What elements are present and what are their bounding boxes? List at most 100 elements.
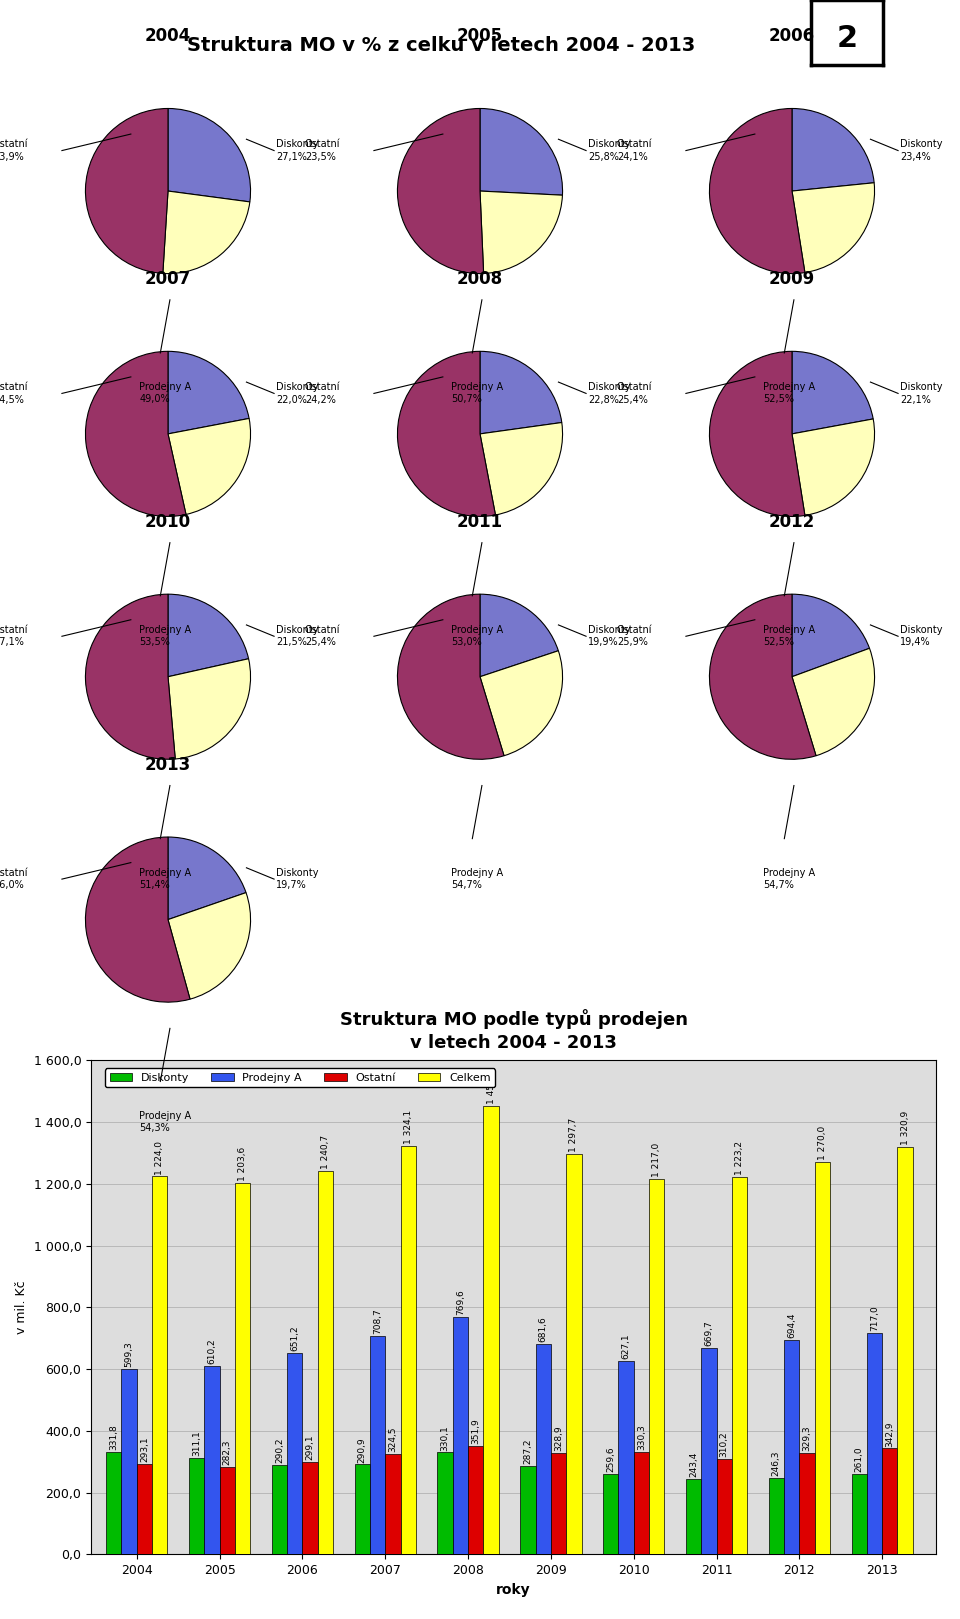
Wedge shape [480,594,559,677]
Bar [152,1177,167,1554]
Text: Prodejny A
53,0%: Prodejny A 53,0% [451,625,503,648]
Wedge shape [792,108,875,191]
Wedge shape [480,191,563,274]
Bar [618,1360,634,1554]
Bar [716,1459,732,1554]
Text: 351,9: 351,9 [471,1418,480,1444]
Text: Diskonty
22,0%: Diskonty 22,0% [276,382,319,405]
Bar [566,1154,582,1554]
Wedge shape [163,191,250,274]
Bar [898,1146,913,1554]
Text: 246,3: 246,3 [772,1451,780,1477]
Text: 669,7: 669,7 [705,1319,713,1345]
Text: 1 451,6: 1 451,6 [487,1070,495,1104]
Bar [121,1370,136,1554]
Text: 1 224,0: 1 224,0 [156,1141,164,1175]
Text: 328,9: 328,9 [554,1425,563,1451]
Text: 1 240,7: 1 240,7 [321,1135,330,1169]
Text: Prodejny A
54,7%: Prodejny A 54,7% [763,868,815,890]
Bar [287,1353,302,1554]
Text: 324,5: 324,5 [389,1426,397,1452]
Text: 287,2: 287,2 [523,1438,533,1464]
Text: 330,1: 330,1 [441,1425,449,1451]
Bar [784,1341,800,1554]
Text: 299,1: 299,1 [305,1434,315,1460]
Wedge shape [480,351,562,434]
Text: 290,9: 290,9 [358,1438,367,1462]
Bar [468,1446,484,1554]
Bar [272,1465,287,1554]
Text: 310,2: 310,2 [720,1431,729,1457]
Text: Prodejny A
50,7%: Prodejny A 50,7% [451,382,503,405]
Wedge shape [709,108,804,274]
Text: 2: 2 [836,24,858,53]
Bar [204,1366,220,1554]
Wedge shape [397,594,504,759]
Wedge shape [85,351,186,516]
Bar [649,1179,664,1554]
Bar [235,1183,251,1554]
Text: Prodejny A
51,4%: Prodejny A 51,4% [139,868,191,890]
Wedge shape [397,351,495,516]
Text: 2005: 2005 [457,28,503,45]
Wedge shape [480,651,563,756]
Bar [882,1449,898,1554]
Text: Diskonty
19,9%: Diskonty 19,9% [588,625,631,648]
Text: 282,3: 282,3 [223,1439,231,1465]
Text: 2010: 2010 [145,513,191,531]
Bar [400,1146,416,1554]
Bar [634,1452,649,1554]
Text: 329,3: 329,3 [803,1425,811,1451]
Text: Diskonty
19,7%: Diskonty 19,7% [276,868,319,890]
Text: 610,2: 610,2 [207,1339,216,1365]
Bar [438,1452,453,1554]
Text: Ostatní
23,5%: Ostatní 23,5% [305,139,340,162]
Text: 342,9: 342,9 [885,1421,895,1446]
Text: Diskonty
23,4%: Diskonty 23,4% [900,139,943,162]
Text: 1 217,0: 1 217,0 [652,1143,661,1177]
Text: Struktura MO podle typů prodejen
v letech 2004 - 2013: Struktura MO podle typů prodejen v letec… [340,1009,687,1052]
Text: Diskonty
21,5%: Diskonty 21,5% [276,625,319,648]
Wedge shape [85,837,190,1002]
Bar [370,1336,385,1554]
Bar [852,1473,867,1554]
Text: 599,3: 599,3 [125,1342,133,1368]
Text: 1 223,2: 1 223,2 [735,1141,744,1175]
Text: Diskonty
27,1%: Diskonty 27,1% [276,139,319,162]
Bar [189,1459,204,1554]
Text: 1 297,7: 1 297,7 [569,1117,578,1151]
Text: 681,6: 681,6 [539,1316,548,1342]
Wedge shape [480,108,563,196]
Text: 717,0: 717,0 [870,1305,879,1331]
Text: Diskonty
19,4%: Diskonty 19,4% [900,625,943,648]
Text: Ostatní
25,9%: Ostatní 25,9% [616,625,652,648]
Wedge shape [85,108,168,274]
Bar [136,1464,152,1554]
Legend: Diskonty, Prodejny A, Ostatní, Celkem: Diskonty, Prodejny A, Ostatní, Celkem [106,1069,495,1088]
Wedge shape [792,648,875,756]
Text: Prodejny A
52,5%: Prodejny A 52,5% [763,382,815,405]
Text: Struktura MO v % z celku v letech 2004 - 2013: Struktura MO v % z celku v letech 2004 -… [187,36,696,55]
Bar [536,1344,551,1554]
Bar [867,1332,882,1554]
Wedge shape [168,892,251,999]
Bar [318,1171,333,1554]
Text: 2006: 2006 [769,28,815,45]
Text: 694,4: 694,4 [787,1313,796,1337]
Bar [732,1177,747,1554]
Text: Ostatní
23,9%: Ostatní 23,9% [0,139,28,162]
Wedge shape [792,594,870,677]
Wedge shape [168,837,246,920]
Text: Prodejny A
49,0%: Prodejny A 49,0% [139,382,191,405]
Text: 243,4: 243,4 [689,1452,698,1477]
Bar [685,1480,701,1554]
Text: 331,8: 331,8 [109,1425,118,1451]
Text: 261,0: 261,0 [854,1446,864,1472]
Text: 769,6: 769,6 [456,1289,465,1315]
Bar [603,1475,618,1554]
Text: Ostatní
24,2%: Ostatní 24,2% [305,382,340,405]
Text: 2008: 2008 [457,270,503,288]
Text: 1 270,0: 1 270,0 [818,1127,827,1161]
Y-axis label: v mil. Kč: v mil. Kč [15,1281,28,1334]
Text: 708,7: 708,7 [373,1308,382,1334]
